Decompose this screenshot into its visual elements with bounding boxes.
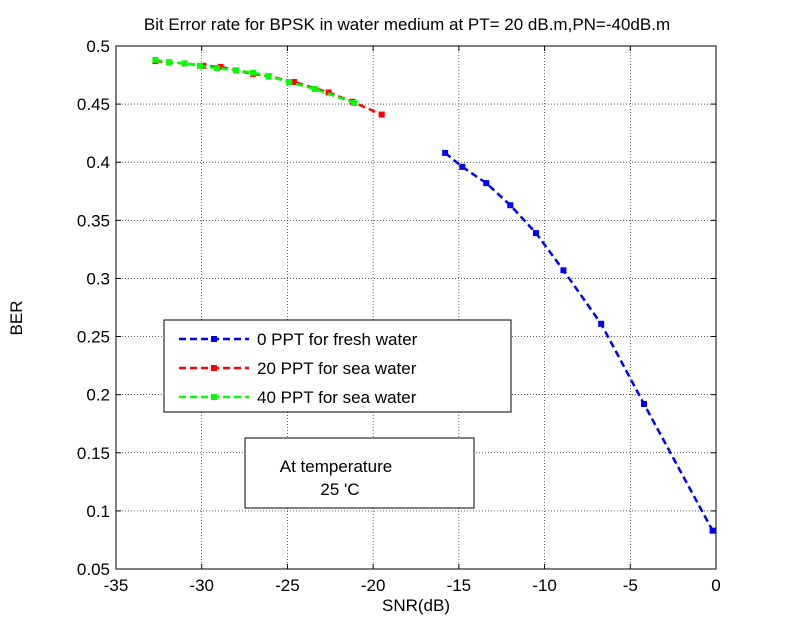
y-tick-label: 0.4 <box>86 153 110 172</box>
data-point <box>265 73 272 80</box>
legend-label: 20 PPT for sea water <box>257 359 417 378</box>
legend-label: 0 PPT for fresh water <box>257 330 418 349</box>
data-point <box>560 267 567 274</box>
y-tick-label: 0.5 <box>86 37 110 56</box>
x-tick-label: -30 <box>189 576 214 595</box>
data-point <box>507 202 514 209</box>
data-point <box>217 63 224 70</box>
data-point <box>533 230 539 237</box>
data-point <box>483 180 490 187</box>
series-line <box>155 59 383 116</box>
y-tick-label: 0.2 <box>86 386 110 405</box>
data-point <box>325 89 332 96</box>
series-0 <box>442 149 716 534</box>
data-point <box>311 86 318 93</box>
series-1 <box>152 58 385 118</box>
legend-marker <box>211 394 217 400</box>
data-point <box>166 59 173 66</box>
data-point <box>197 62 203 69</box>
series-lines <box>152 56 716 534</box>
data-point <box>641 400 647 407</box>
data-point <box>351 99 358 106</box>
legend-box <box>163 319 512 413</box>
series-2 <box>152 56 358 106</box>
data-point <box>442 149 449 156</box>
y-tick-label: 0.05 <box>77 560 110 579</box>
y-tick-label: 0.25 <box>77 328 110 347</box>
legend-marker <box>211 365 217 371</box>
x-axis-label: SNR(dB) <box>382 596 450 615</box>
chart-title: Bit Error rate for BPSK in water medium … <box>144 15 670 34</box>
x-tick-label: -25 <box>275 576 300 595</box>
data-point <box>250 69 257 76</box>
legend-marker <box>211 336 217 342</box>
y-tick-label: 0.3 <box>86 269 110 288</box>
legend-label: 40 PPT for sea water <box>257 388 417 407</box>
data-point <box>291 79 298 86</box>
y-tick-label: 0.1 <box>86 502 110 521</box>
x-tick-label: -15 <box>447 576 472 595</box>
data-point <box>152 56 159 63</box>
data-point <box>233 67 239 74</box>
data-point <box>181 60 188 67</box>
legend: 0 PPT for fresh water 20 PPT for sea wate… <box>163 319 512 413</box>
data-point <box>214 65 221 72</box>
data-point <box>709 527 716 534</box>
plot-frame <box>115 45 717 570</box>
x-tick-label: -20 <box>361 576 386 595</box>
data-point <box>598 320 605 327</box>
x-tick-label: -10 <box>532 576 557 595</box>
data-point <box>286 79 293 86</box>
y-tick-label: 0.45 <box>77 95 110 114</box>
axis-ticks: -35 -30 -25 -20 -15 -10 -5 0 0.05 0.1 0.15 0.2 0.25 0… <box>77 37 721 595</box>
x-tick-label: -35 <box>104 576 129 595</box>
y-tick-label: 0.15 <box>77 444 110 463</box>
temperature-annotation: At temperature 25 'C <box>244 437 475 509</box>
annotation-box <box>244 437 475 509</box>
x-tick-label: -5 <box>623 576 638 595</box>
data-point <box>459 163 466 170</box>
annotation-line-2: 25 'C <box>320 480 359 499</box>
x-tick-label: 0 <box>711 576 720 595</box>
annotation-line-1: At temperature <box>280 457 392 476</box>
y-tick-label: 0.35 <box>77 211 110 230</box>
data-point <box>378 111 385 118</box>
y-axis-label: BER <box>7 301 26 336</box>
